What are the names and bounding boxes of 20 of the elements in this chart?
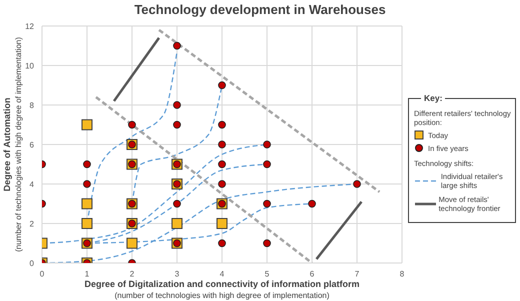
y-tick-label: 8 [30, 100, 35, 110]
x-tick-label: 3 [174, 270, 180, 279]
y-tick-label: 2 [30, 219, 35, 228]
x-tick-label: 1 [84, 270, 90, 279]
y-axis-title: Degree of Automation (number of technologies with high degree of implementation) [2, 36, 23, 252]
chart-title: Technology development in Warehouses [133, 2, 387, 17]
x-tick-label: 7 [354, 270, 360, 279]
y-tick-label: 12 [25, 22, 35, 31]
y-tick-label: 6 [30, 140, 35, 150]
y-tick-label: 10 [25, 61, 35, 70]
x-tick-label: 0 [40, 270, 45, 279]
x-tick-label: 6 [310, 270, 315, 279]
y-tick-label: 0 [30, 258, 35, 268]
legend-title: Key: [421, 93, 446, 103]
x-tick-label: 8 [400, 270, 405, 279]
x-axis-title: Degree of Digitalization and connectivity of information platform (number of technologies with high degree of implementation) [84, 279, 360, 300]
x-tick-label: 5 [264, 270, 270, 279]
x-tick-label: 2 [130, 270, 135, 279]
y-tick-label: 4 [30, 180, 35, 189]
x-tick-label: 4 [220, 270, 225, 279]
